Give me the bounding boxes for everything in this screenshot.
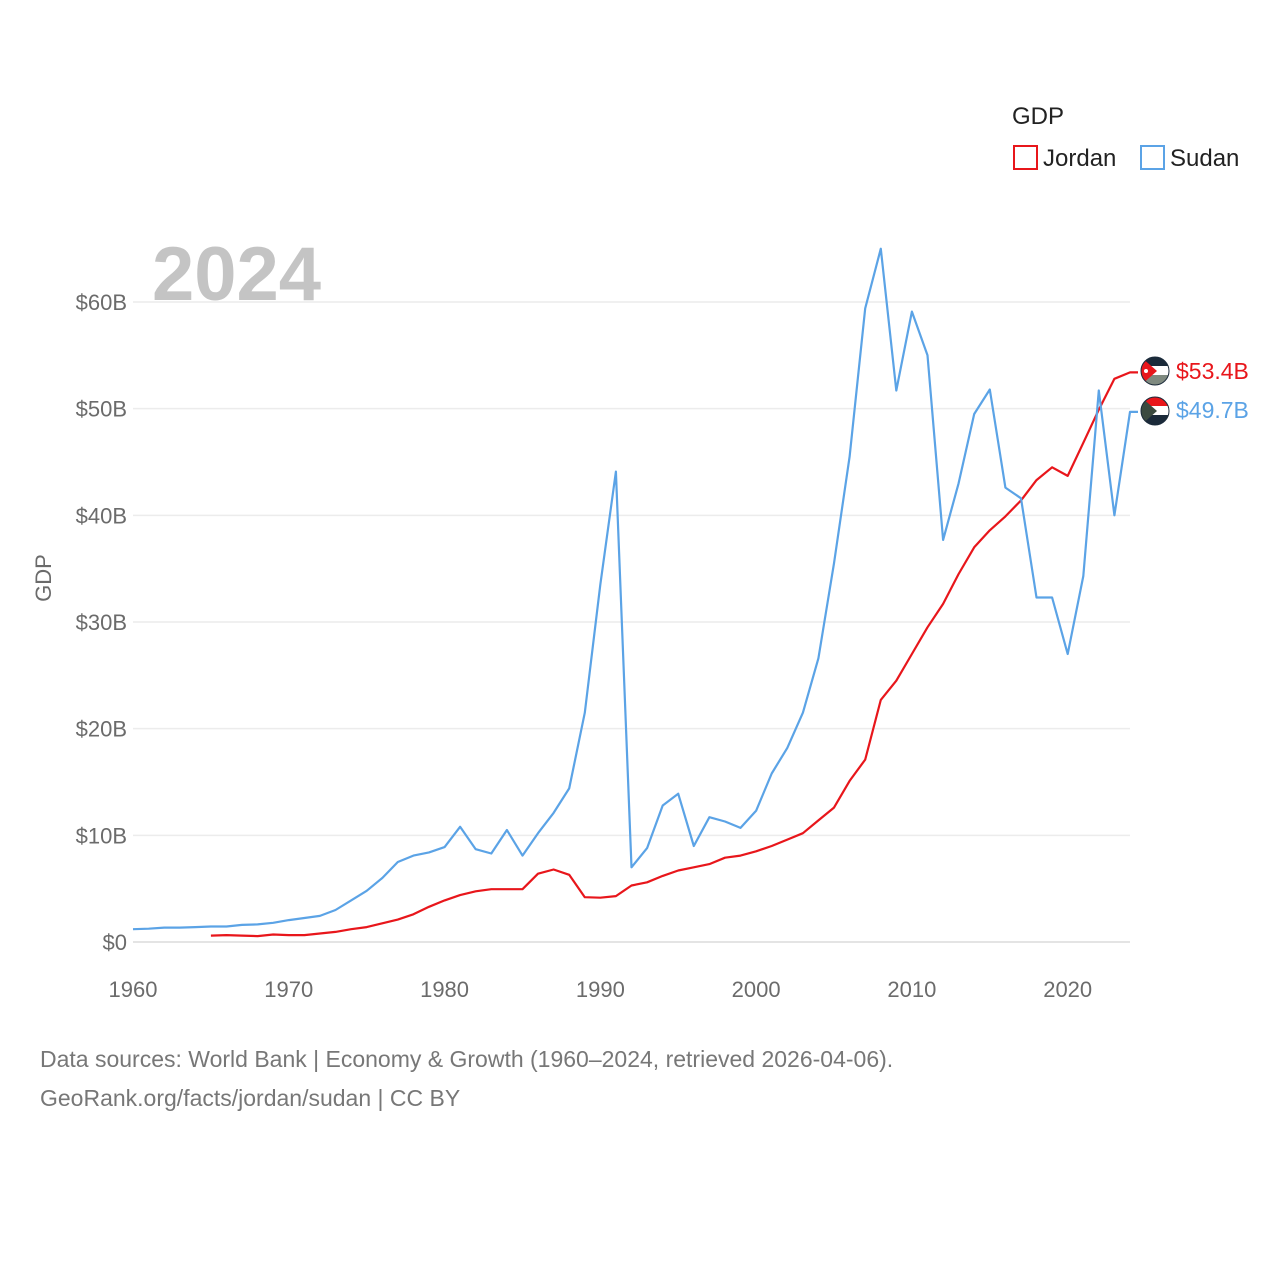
legend-title: GDP: [1012, 103, 1064, 130]
legend-swatch-jordan: [1013, 145, 1038, 170]
sudan-flag-border: [1140, 396, 1170, 426]
legend-label-sudan: Sudan: [1170, 145, 1239, 172]
source-line-1: Data sources: World Bank | Economy & Gro…: [40, 1046, 894, 1072]
y-tick-label: $30B: [76, 610, 127, 635]
series-line-jordan: [210, 371, 1138, 938]
y-tick-label: $0: [103, 930, 127, 955]
legend-item-jordan[interactable]: Jordan: [1013, 145, 1116, 172]
x-tick-label: 1970: [264, 977, 313, 1002]
year-label: 2024: [152, 232, 321, 317]
legend-item-sudan[interactable]: Sudan: [1140, 145, 1239, 172]
series-layer: [132, 247, 1138, 938]
y-tick-label: $60B: [76, 290, 127, 315]
grid-lines: [133, 301, 1130, 943]
y-tick-label: $40B: [76, 503, 127, 528]
x-tick-label: 1980: [420, 977, 469, 1002]
x-tick-label: 1960: [109, 977, 158, 1002]
x-axis-ticks: 1960 1970 1980 1990 2000 2010 2020: [109, 977, 1093, 1002]
end-label-jordan: $53.4B: [1176, 358, 1249, 384]
end-label-sudan: $49.7B: [1176, 397, 1249, 423]
x-tick-label: 2000: [732, 977, 781, 1002]
y-axis-ticks: $0 $10B $20B $30B $40B $50B $60B: [76, 290, 127, 955]
jordan-flag-border: [1140, 356, 1170, 386]
y-tick-label: $10B: [76, 823, 127, 848]
x-tick-label: 2020: [1043, 977, 1092, 1002]
source-line-2: GeoRank.org/facts/jordan/sudan | CC BY: [40, 1085, 461, 1111]
y-axis-label: GDP: [31, 554, 56, 602]
y-tick-label: $50B: [76, 397, 127, 422]
legend-swatch-sudan: [1140, 145, 1165, 170]
x-tick-label: 2010: [887, 977, 936, 1002]
jordan-flag-icon: [1141, 357, 1169, 385]
series-line-sudan: [132, 247, 1138, 931]
sudan-flag-icon: [1141, 397, 1169, 425]
legend-label-jordan: Jordan: [1043, 145, 1116, 172]
y-tick-label: $20B: [76, 717, 127, 742]
x-tick-label: 1990: [576, 977, 625, 1002]
